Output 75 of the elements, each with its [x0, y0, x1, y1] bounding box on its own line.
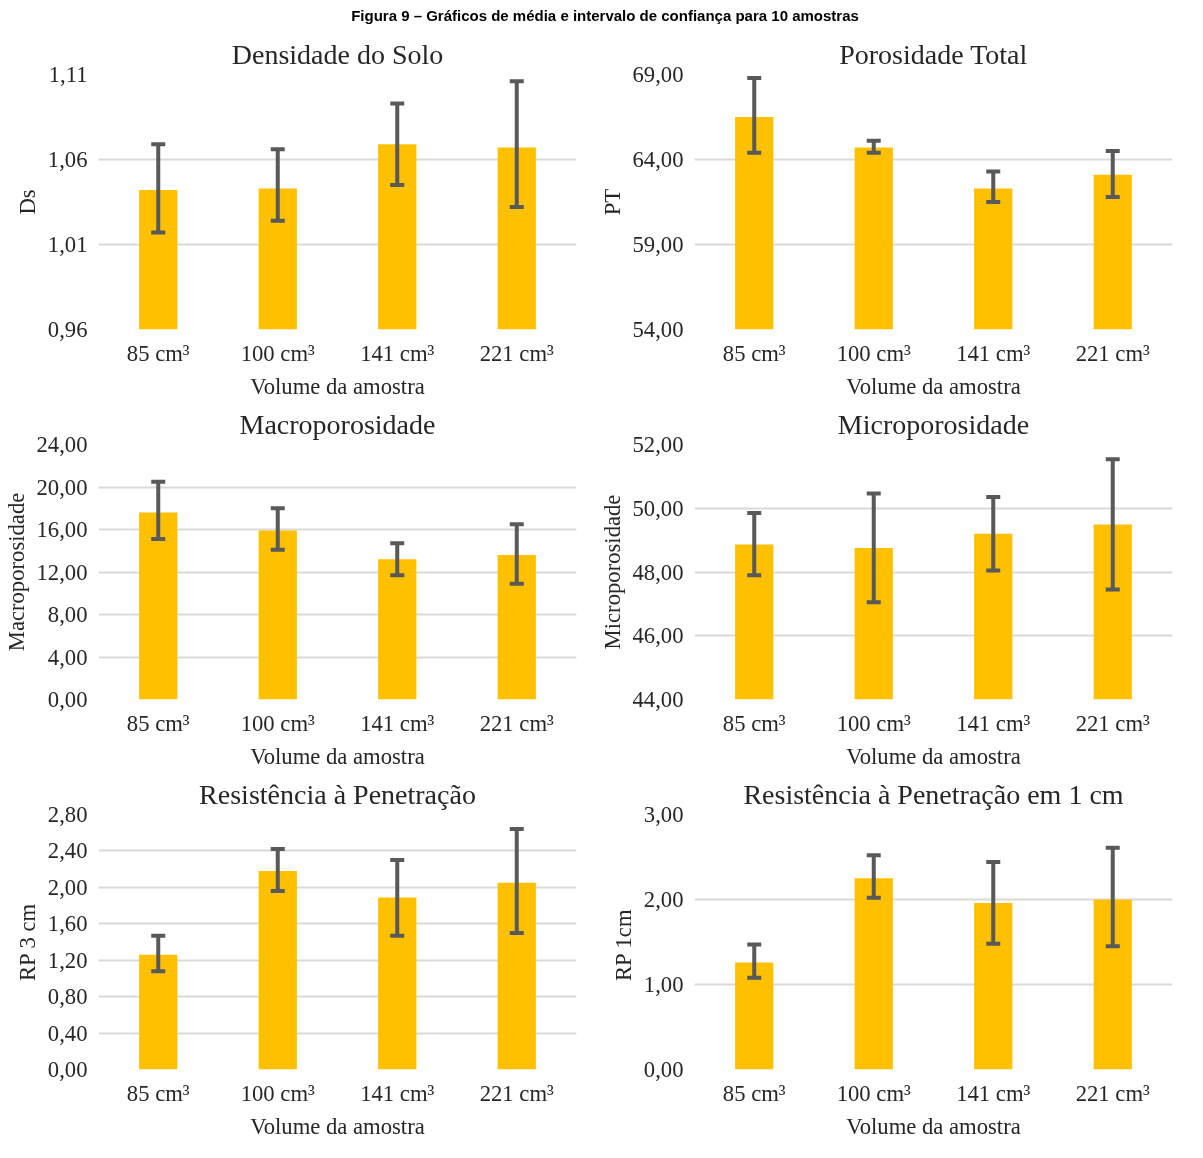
x-tick-label: 221 cm³: [479, 710, 555, 736]
x-tick-label: 85 cm³: [722, 1080, 786, 1106]
y-tick-label: 69,00: [632, 62, 684, 88]
y-tick-label: 46,00: [632, 623, 684, 649]
x-tick-label: 221 cm³: [1075, 710, 1151, 736]
text: Figura 9 – Gráficos de média e intervalo de confiança para 10 amostras: [351, 6, 859, 26]
x-tick-label: 141 cm³: [360, 710, 435, 736]
x-tick-label: 100 cm³: [836, 1080, 912, 1106]
chart-title: Resistência à Penetração: [199, 778, 476, 810]
y-tick-label: 2,00: [643, 887, 684, 913]
y-tick-label: 20,00: [36, 474, 88, 500]
x-tick-label: 100 cm³: [836, 710, 912, 736]
y-tick-label: 1,06: [47, 147, 88, 173]
y-axis-title: PT: [599, 189, 625, 216]
y-axis-title: RP 1cm: [610, 909, 636, 982]
y-tick-label: 8,00: [47, 602, 88, 628]
x-tick-label: 141 cm³: [956, 1080, 1031, 1106]
x-tick-label: 141 cm³: [956, 340, 1031, 366]
x-tick-label: 85 cm³: [126, 1080, 190, 1106]
x-tick-label: 100 cm³: [240, 710, 316, 736]
x-tick-label: 85 cm³: [722, 710, 786, 736]
x-tick-label: 221 cm³: [1075, 1080, 1151, 1106]
x-tick-label: 141 cm³: [360, 340, 435, 366]
y-tick-label: 52,00: [632, 432, 684, 458]
x-tick-label: 100 cm³: [836, 340, 912, 366]
y-tick-label: 50,00: [632, 496, 684, 522]
x-axis-title: Volume da amostra: [846, 1113, 1021, 1139]
y-tick-label: 2,00: [47, 875, 88, 901]
y-axis-title: Microporosidade: [599, 495, 625, 650]
y-tick-label: 44,00: [632, 687, 684, 713]
y-tick-label: 4,00: [47, 644, 88, 670]
x-axis-title: Volume da amostra: [846, 373, 1021, 399]
y-tick-label: 1,11: [48, 62, 88, 88]
y-axis-title: Macroporosidade: [3, 493, 29, 652]
y-tick-label: 0,00: [47, 1057, 88, 1083]
x-tick-label: 221 cm³: [479, 340, 555, 366]
y-tick-label: 0,40: [47, 1020, 88, 1046]
y-axis-title: Ds: [14, 189, 40, 216]
chart-title: Densidade do Solo: [231, 38, 444, 70]
y-tick-label: 59,00: [632, 232, 684, 258]
y-tick-label: 0,80: [47, 984, 88, 1010]
y-tick-label: 2,40: [47, 838, 88, 864]
y-tick-label: 1,01: [47, 232, 88, 258]
y-tick-label: 54,00: [632, 317, 684, 343]
x-axis-title: Volume da amostra: [250, 373, 425, 399]
x-tick-label: 141 cm³: [360, 1080, 435, 1106]
x-tick-label: 100 cm³: [240, 1080, 316, 1106]
y-tick-label: 48,00: [632, 559, 684, 585]
chart-title: Macroporosidade: [239, 408, 436, 440]
x-tick-label: 85 cm³: [722, 340, 786, 366]
x-tick-label: 100 cm³: [240, 340, 316, 366]
x-tick-label: 221 cm³: [1075, 340, 1151, 366]
y-tick-label: 0,00: [47, 687, 88, 713]
y-tick-label: 3,00: [643, 802, 684, 828]
y-tick-label: 0,00: [643, 1057, 684, 1083]
x-tick-label: 141 cm³: [956, 710, 1031, 736]
y-tick-label: 0,96: [47, 317, 88, 343]
y-tick-label: 1,60: [47, 911, 88, 937]
y-tick-label: 16,00: [36, 517, 88, 543]
x-tick-label: 85 cm³: [126, 710, 190, 736]
x-axis-title: Volume da amostra: [250, 1113, 425, 1139]
y-tick-label: 12,00: [36, 559, 88, 585]
chart-title: Porosidade Total: [839, 38, 1028, 70]
chart-title: Microporosidade: [837, 408, 1030, 440]
y-tick-label: 1,00: [643, 972, 684, 998]
y-tick-label: 64,00: [632, 147, 684, 173]
y-tick-label: 2,80: [47, 802, 88, 828]
x-tick-label: 85 cm³: [126, 340, 190, 366]
x-axis-title: Volume da amostra: [250, 743, 425, 769]
x-tick-label: 221 cm³: [479, 1080, 555, 1106]
chart-title: Resistência à Penetração em 1 cm: [743, 778, 1124, 810]
y-tick-label: 24,00: [36, 432, 88, 458]
y-tick-label: 1,20: [47, 948, 88, 974]
y-axis-title: RP 3 cm: [14, 903, 40, 982]
x-axis-title: Volume da amostra: [846, 743, 1021, 769]
